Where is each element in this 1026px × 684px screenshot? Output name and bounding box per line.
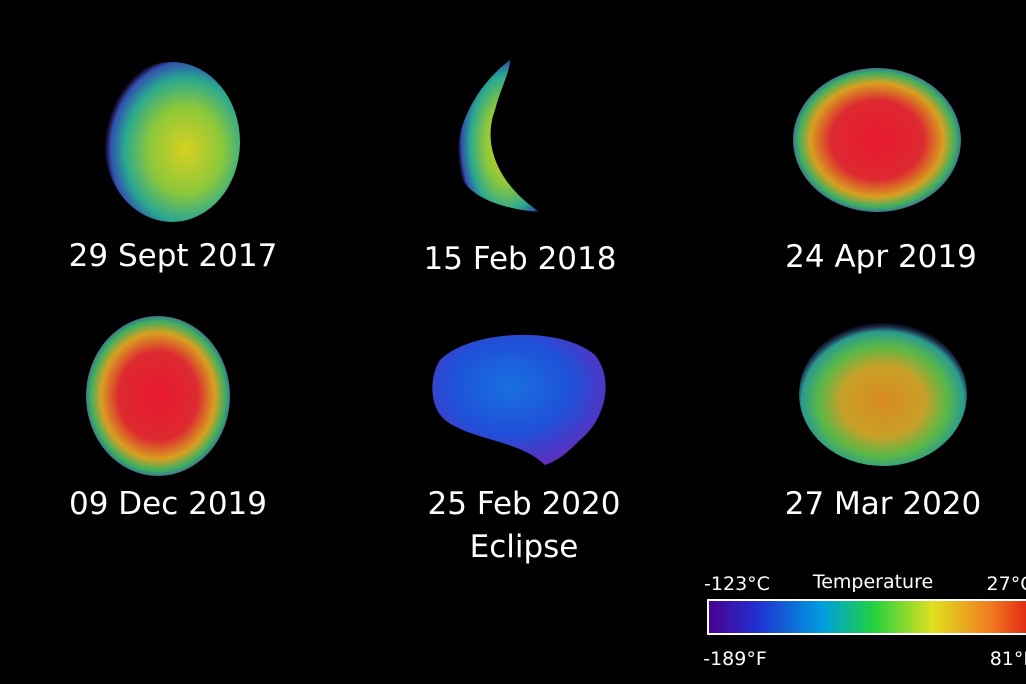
moon-image — [457, 60, 540, 212]
panel-note: Eclipse — [470, 529, 579, 565]
panel-label: 15 Feb 2018 — [424, 241, 617, 277]
colorbar-title: Temperature — [812, 571, 933, 593]
colorbar-max-fahrenheit: 81°F — [990, 648, 1026, 670]
moon-image — [793, 68, 961, 212]
moon-image — [799, 322, 967, 466]
labels: 29 Sept 2017 15 Feb 2018 24 Apr 2019 09 … — [69, 238, 982, 565]
colorbar-max-celsius: 27°C — [987, 573, 1026, 595]
moon-image — [432, 334, 606, 465]
panel-label: 09 Dec 2019 — [69, 486, 267, 522]
moon-image — [86, 316, 230, 476]
panel-label: 25 Feb 2020 — [428, 486, 621, 522]
moon-images — [86, 60, 967, 476]
colorbar-min-celsius: -123°C — [704, 573, 770, 595]
colorbar-scale — [707, 599, 1026, 635]
moon-image — [104, 62, 240, 222]
colorbar: -123°C Temperature 27°C -189°F 81°F — [703, 571, 1026, 670]
panel-label: 27 Mar 2020 — [785, 486, 982, 522]
panel-label: 29 Sept 2017 — [69, 238, 278, 274]
colorbar-min-fahrenheit: -189°F — [703, 648, 767, 670]
panel-label: 24 Apr 2019 — [785, 239, 977, 275]
